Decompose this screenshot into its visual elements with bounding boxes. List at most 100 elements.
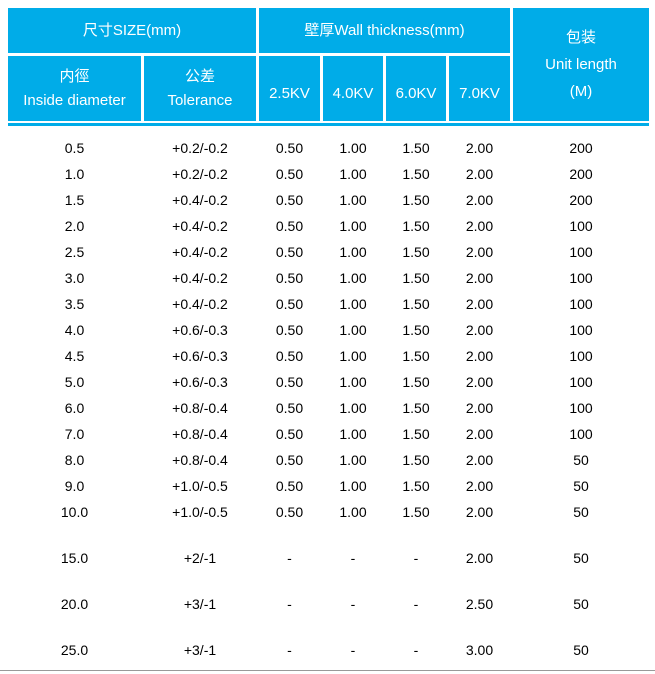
table-cell: 1.00 (339, 140, 367, 156)
table-cell: 8.0 (64, 452, 85, 468)
table-row: 3.0 +0.4/-0.2 0.50 1.00 1.50 2.00 100 (8, 265, 649, 291)
table-cell: 1.50 (402, 192, 430, 208)
table-cell: +0.4/-0.2 (172, 218, 228, 234)
table-cell: 4.0 (64, 322, 85, 338)
table-cell: - (413, 550, 419, 566)
table-cell: 0.50 (275, 140, 304, 156)
table-cell: 1.00 (339, 426, 367, 442)
table-cell: 1.00 (339, 218, 367, 234)
table-cell: 9.0 (64, 478, 85, 494)
table-cell: 2.00 (465, 140, 494, 156)
table-cell: 3.5 (64, 296, 85, 312)
table-cell: 0.50 (275, 244, 304, 260)
table-cell: - (350, 596, 356, 612)
table-cell: 1.50 (402, 400, 430, 416)
table-row: 3.5 +0.4/-0.2 0.50 1.00 1.50 2.00 100 (8, 291, 649, 317)
header-size-group: 尺寸SIZE(mm) (8, 8, 256, 53)
table-cell: 1.00 (339, 400, 367, 416)
header-packing: 包装 Unit length (M) (513, 8, 649, 121)
table-cell: 2.00 (465, 218, 494, 234)
table-cell: - (350, 642, 356, 658)
table-cell: 2.00 (465, 166, 494, 182)
table-cell: 50 (573, 642, 589, 658)
table-cell: 1.00 (339, 374, 367, 390)
table-cell: 2.5 (64, 244, 85, 260)
table-cell: 1.50 (402, 426, 430, 442)
table-cell: 25.0 (60, 642, 89, 658)
table-cell: 0.50 (275, 322, 304, 338)
table-cell: 100 (569, 270, 593, 286)
table-cell: +0.4/-0.2 (172, 244, 228, 260)
table-cell: 100 (569, 374, 593, 390)
table-row: 1.0 +0.2/-0.2 0.50 1.00 1.50 2.00 200 (8, 161, 649, 187)
spec-table: 尺寸SIZE(mm) 壁厚Wall thickness(mm) 包装 Unit … (8, 8, 649, 663)
table-cell: 1.50 (402, 296, 430, 312)
table-row: 20.0 +3/-1 - - - 2.50 50 (8, 591, 649, 617)
table-cell: - (413, 642, 419, 658)
table-cell: 2.00 (465, 322, 494, 338)
table-cell: 2.00 (465, 426, 494, 442)
header-packing-zh: 包装 (565, 29, 596, 46)
header-tolerance-en: Tolerance (167, 91, 233, 109)
table-cell: 1.00 (339, 348, 367, 364)
table-cell: 2.00 (465, 192, 494, 208)
table-row: 8.0 +0.8/-0.4 0.50 1.00 1.50 2.00 50 (8, 447, 649, 473)
table-cell: 5.0 (64, 374, 85, 390)
table-cell: +0.6/-0.3 (172, 322, 228, 338)
table-row: 9.0 +1.0/-0.5 0.50 1.00 1.50 2.00 50 (8, 473, 649, 499)
table-cell: 4.5 (64, 348, 85, 364)
table-cell: 100 (569, 296, 593, 312)
table-cell: 0.50 (275, 166, 304, 182)
table-cell: 1.50 (402, 478, 430, 494)
table-cell: 100 (569, 244, 593, 260)
header-packing-en: Unit length (545, 56, 617, 73)
header-inside-diameter: 内徑 Inside diameter (8, 56, 141, 121)
table-cell: 1.50 (402, 374, 430, 390)
table-row: 1.5 +0.4/-0.2 0.50 1.00 1.50 2.00 200 (8, 187, 649, 213)
header-kv-7-0: 7.0KV (449, 56, 510, 121)
table-cell: 2.00 (465, 244, 494, 260)
table-cell: 1.00 (339, 504, 367, 520)
table-body: 0.5 +0.2/-0.2 0.50 1.00 1.50 2.00 200 1.0 +0.2/-… (8, 135, 649, 663)
table-cell: 2.00 (465, 296, 494, 312)
table-row: 15.0 +2/-1 - - - 2.00 50 (8, 545, 649, 571)
table-cell: 50 (573, 452, 589, 468)
table-cell: 1.00 (339, 166, 367, 182)
table-cell: 0.50 (275, 348, 304, 364)
table-cell: - (287, 550, 292, 566)
table-cell: 2.00 (465, 348, 494, 364)
header-inside-diameter-en: Inside diameter (23, 91, 126, 109)
table-cell: 0.50 (275, 504, 304, 520)
table-cell: 1.50 (402, 166, 430, 182)
table-cell: +0.6/-0.3 (172, 374, 228, 390)
table-cell: +0.2/-0.2 (172, 166, 228, 182)
table-row: 10.0 +1.0/-0.5 0.50 1.00 1.50 2.00 50 (8, 499, 649, 525)
table-cell: +2/-1 (183, 550, 217, 566)
table-cell: 10.0 (60, 504, 89, 520)
table-row: 2.5 +0.4/-0.2 0.50 1.00 1.50 2.00 100 (8, 239, 649, 265)
table-cell: 1.00 (339, 322, 367, 338)
table-cell: +3/-1 (183, 642, 217, 658)
table-cell: 200 (569, 192, 593, 208)
table-cell: +1.0/-0.5 (172, 478, 228, 494)
table-cell: 50 (573, 504, 589, 520)
table-cell: - (413, 596, 419, 612)
table-cell: 50 (573, 596, 589, 612)
table-cell: 100 (569, 218, 593, 234)
table-cell: 2.00 (465, 452, 494, 468)
table-cell: 1.50 (402, 348, 430, 364)
table-cell: 0.5 (64, 140, 85, 156)
table-cell: 6.0 (64, 400, 85, 416)
table-cell: - (287, 642, 292, 658)
table-cell: 0.50 (275, 218, 304, 234)
table-cell: 100 (569, 322, 593, 338)
header-kv-4-0: 4.0KV (323, 56, 383, 121)
table-cell: 1.0 (64, 166, 85, 182)
table-header: 尺寸SIZE(mm) 壁厚Wall thickness(mm) 包装 Unit … (8, 8, 649, 121)
table-cell: 100 (569, 348, 593, 364)
table-cell: 100 (569, 426, 593, 442)
table-cell: 1.50 (402, 270, 430, 286)
header-bottom-rule (8, 123, 649, 126)
table-cell: 100 (569, 400, 593, 416)
table-cell: 50 (573, 550, 589, 566)
